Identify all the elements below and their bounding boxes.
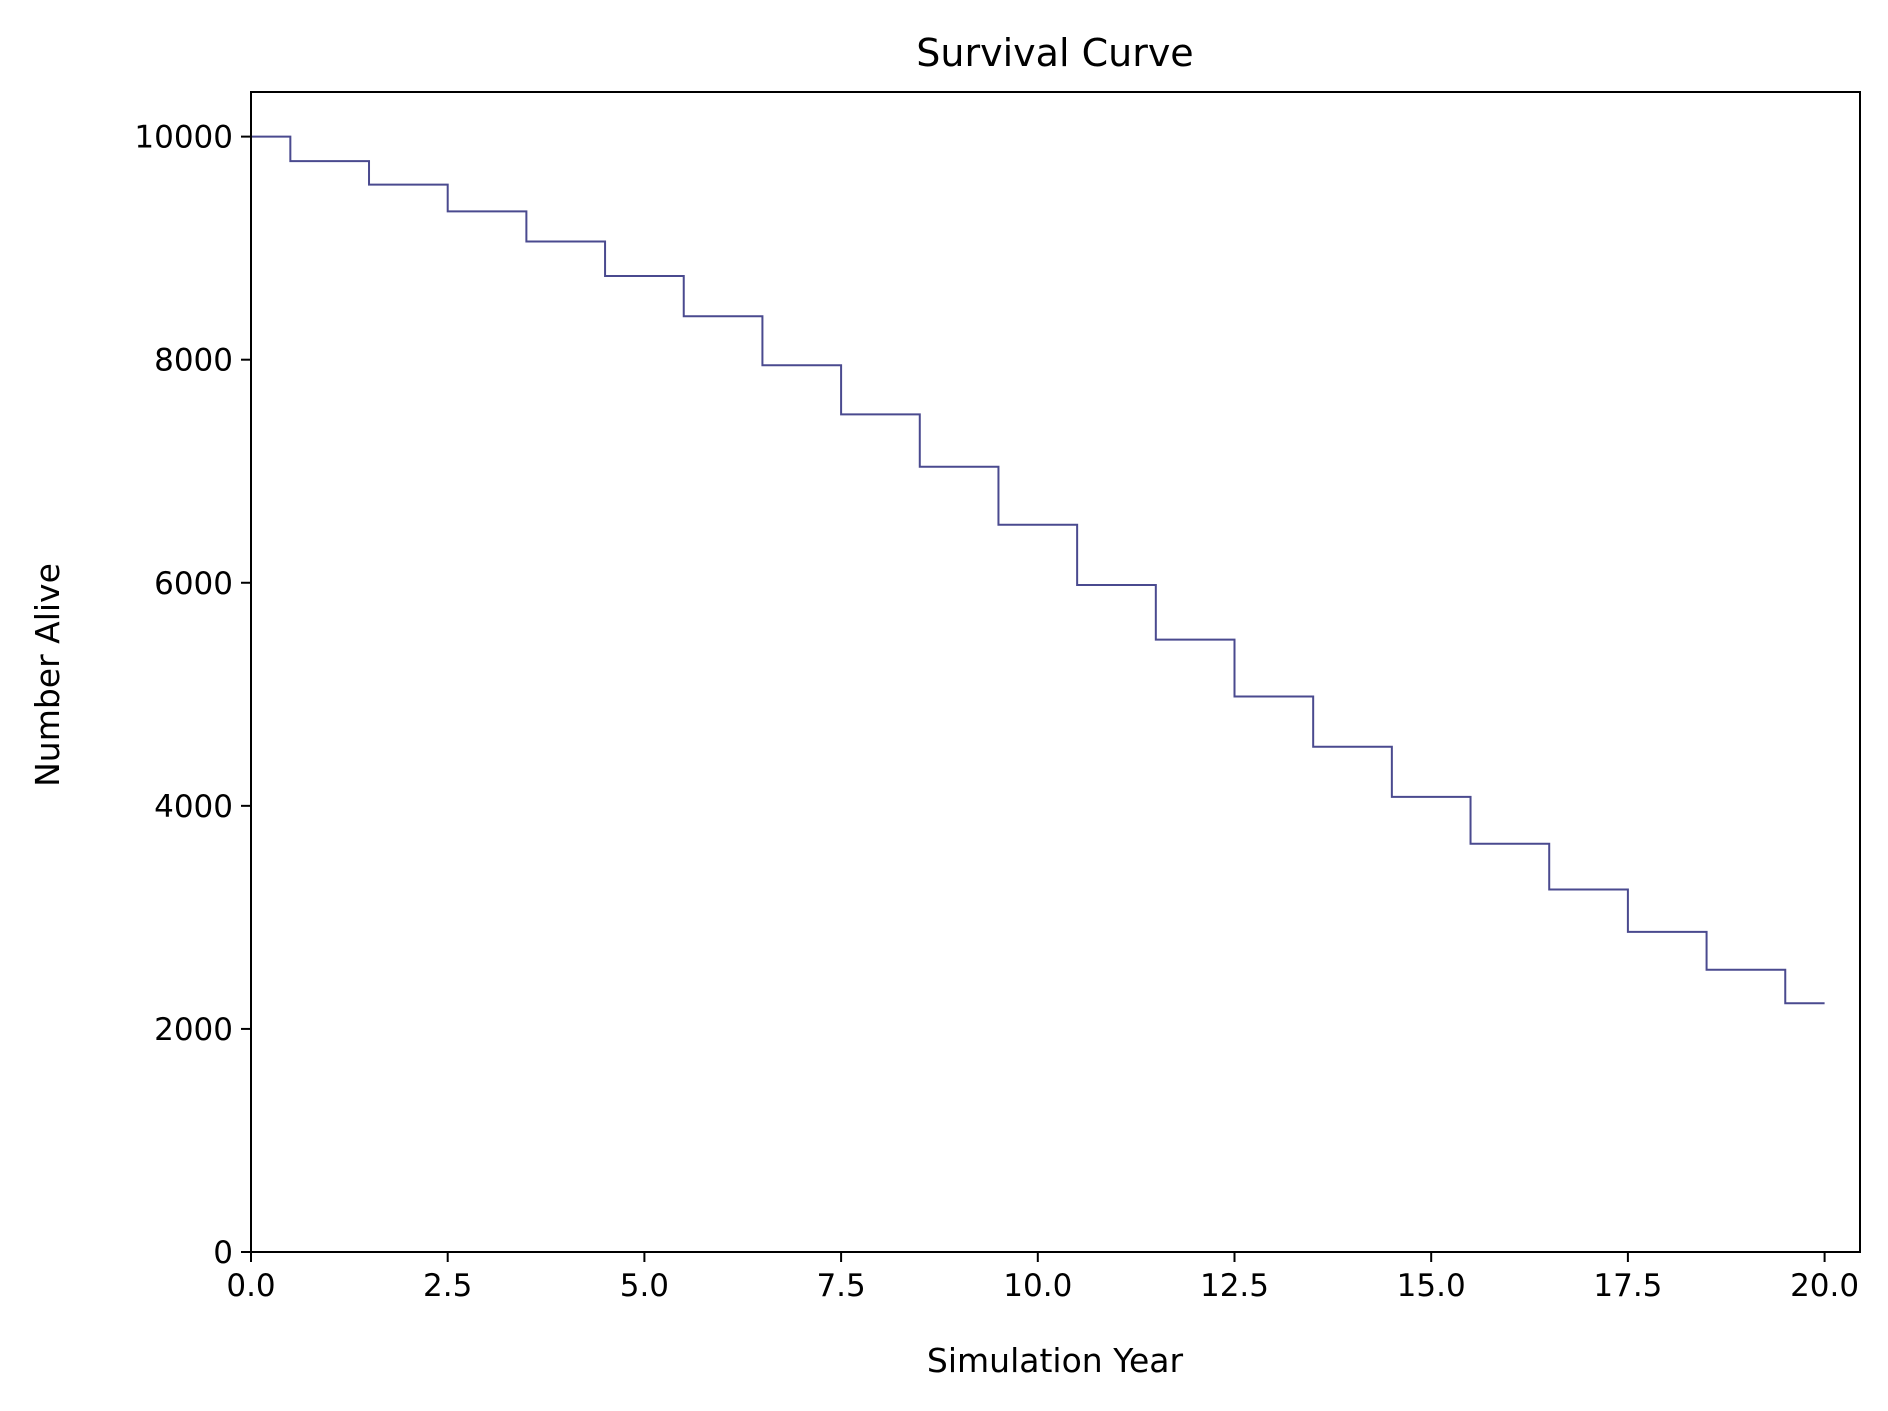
y-tick-label: 10000: [134, 120, 233, 156]
x-tick-label: 20.0: [1790, 1268, 1859, 1304]
y-tick-label: 4000: [154, 789, 233, 825]
x-tick-label: 15.0: [1397, 1268, 1466, 1304]
y-tick-label: 2000: [154, 1012, 233, 1048]
y-tick-label: 8000: [154, 343, 233, 379]
plot-frame: [250, 91, 1861, 1253]
y-tick-label: 0: [213, 1235, 233, 1271]
survival-step-line: [251, 135, 1825, 1005]
y-tick-label: 6000: [154, 566, 233, 602]
x-tick-label: 12.5: [1200, 1268, 1269, 1304]
x-tick-label: 0.0: [226, 1268, 275, 1304]
ticks-layer: 0.0 2.5 5.0 7.5 10.0 12.5 15.0 17.5 20.0 0 2000 400…: [134, 120, 1859, 1304]
x-tick-label: 17.5: [1593, 1268, 1662, 1304]
x-tick-label: 5.0: [620, 1268, 669, 1304]
x-axis-label: Simulation Year: [927, 1341, 1184, 1380]
chart-title: Survival Curve: [916, 31, 1193, 75]
y-axis-label: Number Alive: [28, 563, 67, 787]
x-tick-label: 2.5: [423, 1268, 472, 1304]
x-tick-label: 7.5: [816, 1268, 865, 1304]
series-layer: [251, 135, 1825, 1005]
x-tick-label: 10.0: [1003, 1268, 1072, 1304]
